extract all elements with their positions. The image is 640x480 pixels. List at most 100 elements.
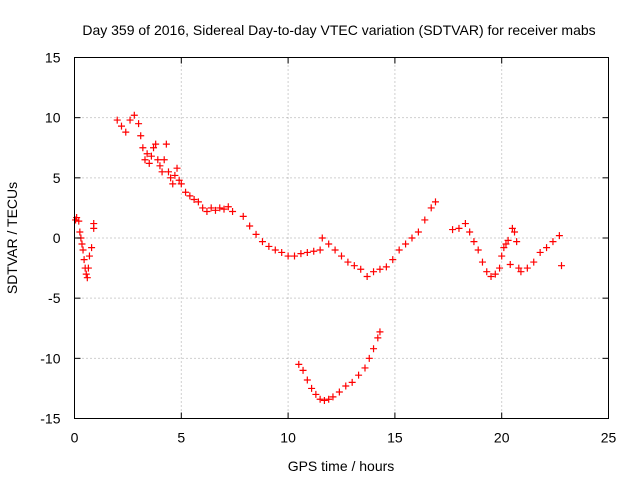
data-point bbox=[508, 224, 516, 232]
data-point bbox=[376, 265, 384, 273]
data-point bbox=[224, 203, 232, 211]
series-segment-morning bbox=[113, 111, 237, 216]
data-point bbox=[348, 378, 356, 386]
data-point bbox=[478, 258, 486, 266]
data-point bbox=[382, 263, 390, 271]
data-point bbox=[186, 192, 194, 200]
y-tick-label: 5 bbox=[53, 170, 61, 186]
data-point bbox=[329, 393, 337, 401]
data-point bbox=[312, 390, 320, 398]
data-point bbox=[117, 122, 125, 130]
data-point bbox=[207, 204, 215, 212]
data-point bbox=[361, 364, 369, 372]
data-point bbox=[135, 120, 143, 128]
data-point bbox=[455, 224, 463, 232]
x-tick-label: 0 bbox=[71, 430, 79, 446]
data-point bbox=[496, 264, 504, 272]
x-tick-label: 5 bbox=[177, 430, 185, 446]
data-point bbox=[152, 140, 160, 148]
data-point bbox=[160, 156, 168, 164]
series-segment-afternoon bbox=[318, 198, 439, 281]
data-point bbox=[246, 222, 254, 230]
data-point bbox=[316, 246, 324, 254]
data-point bbox=[175, 176, 183, 184]
data-point bbox=[543, 244, 551, 252]
data-point bbox=[502, 240, 510, 248]
y-tick-label: -15 bbox=[40, 411, 60, 427]
data-point bbox=[466, 228, 474, 236]
data-point bbox=[370, 268, 378, 276]
data-point bbox=[79, 246, 87, 254]
data-point bbox=[523, 264, 531, 272]
x-tick-label: 25 bbox=[601, 430, 617, 446]
y-tick-label: 10 bbox=[45, 110, 61, 126]
data-point bbox=[357, 265, 365, 273]
data-point bbox=[310, 247, 318, 255]
data-point bbox=[141, 156, 149, 164]
data-point bbox=[239, 212, 247, 220]
data-point bbox=[271, 246, 279, 254]
data-point bbox=[513, 238, 521, 246]
series-segment-early bbox=[72, 214, 98, 282]
data-point bbox=[318, 234, 326, 242]
data-point bbox=[303, 376, 311, 384]
y-axis-label: SDTVAR / TECUs bbox=[4, 182, 20, 294]
data-point bbox=[169, 180, 177, 188]
data-point bbox=[85, 252, 93, 260]
data-point bbox=[549, 238, 557, 246]
data-point bbox=[338, 252, 345, 260]
data-point bbox=[76, 228, 84, 236]
x-tick-label: 10 bbox=[280, 430, 296, 446]
data-point bbox=[216, 204, 224, 212]
data-point bbox=[154, 156, 162, 164]
data-point bbox=[530, 258, 538, 266]
data-point bbox=[122, 128, 130, 136]
data-point bbox=[90, 220, 98, 228]
y-tick-label: -5 bbox=[48, 290, 61, 306]
grid bbox=[74, 57, 609, 419]
data-point bbox=[265, 242, 273, 250]
data-point bbox=[461, 220, 469, 228]
data-point bbox=[173, 164, 181, 172]
data-point bbox=[156, 162, 164, 170]
x-tick-label: 20 bbox=[494, 430, 510, 446]
data-point bbox=[498, 252, 506, 260]
data-point bbox=[126, 116, 134, 124]
data-point bbox=[80, 256, 88, 264]
data-point bbox=[190, 195, 198, 203]
data-point bbox=[536, 248, 544, 256]
data-point bbox=[137, 132, 145, 140]
data-point bbox=[515, 264, 523, 272]
data-point bbox=[194, 198, 202, 206]
data-point bbox=[414, 228, 422, 236]
data-point bbox=[88, 244, 96, 252]
data-point bbox=[335, 388, 343, 396]
data-point bbox=[164, 168, 172, 176]
data-point bbox=[344, 258, 352, 266]
data-point bbox=[376, 328, 384, 336]
data-point bbox=[491, 270, 499, 278]
data-point bbox=[427, 204, 435, 212]
data-point bbox=[487, 273, 495, 281]
data-point bbox=[258, 238, 266, 246]
data-point bbox=[331, 246, 339, 254]
y-tick-label: -10 bbox=[40, 350, 60, 366]
y-tick-label: 15 bbox=[45, 50, 61, 66]
data-point bbox=[284, 252, 292, 260]
data-point bbox=[470, 238, 478, 246]
data-point bbox=[199, 204, 207, 212]
data-point bbox=[408, 234, 416, 242]
data-point bbox=[171, 171, 179, 179]
data-point bbox=[83, 274, 91, 282]
data-point bbox=[350, 262, 358, 270]
data-point bbox=[139, 144, 147, 152]
data-point bbox=[500, 244, 508, 252]
data-point bbox=[143, 150, 151, 158]
data-point bbox=[303, 248, 311, 256]
data-point bbox=[558, 262, 566, 270]
data-point bbox=[220, 205, 228, 213]
data-point bbox=[158, 168, 166, 176]
data-point bbox=[167, 174, 175, 182]
data-point bbox=[84, 264, 92, 272]
data-point bbox=[320, 396, 328, 404]
